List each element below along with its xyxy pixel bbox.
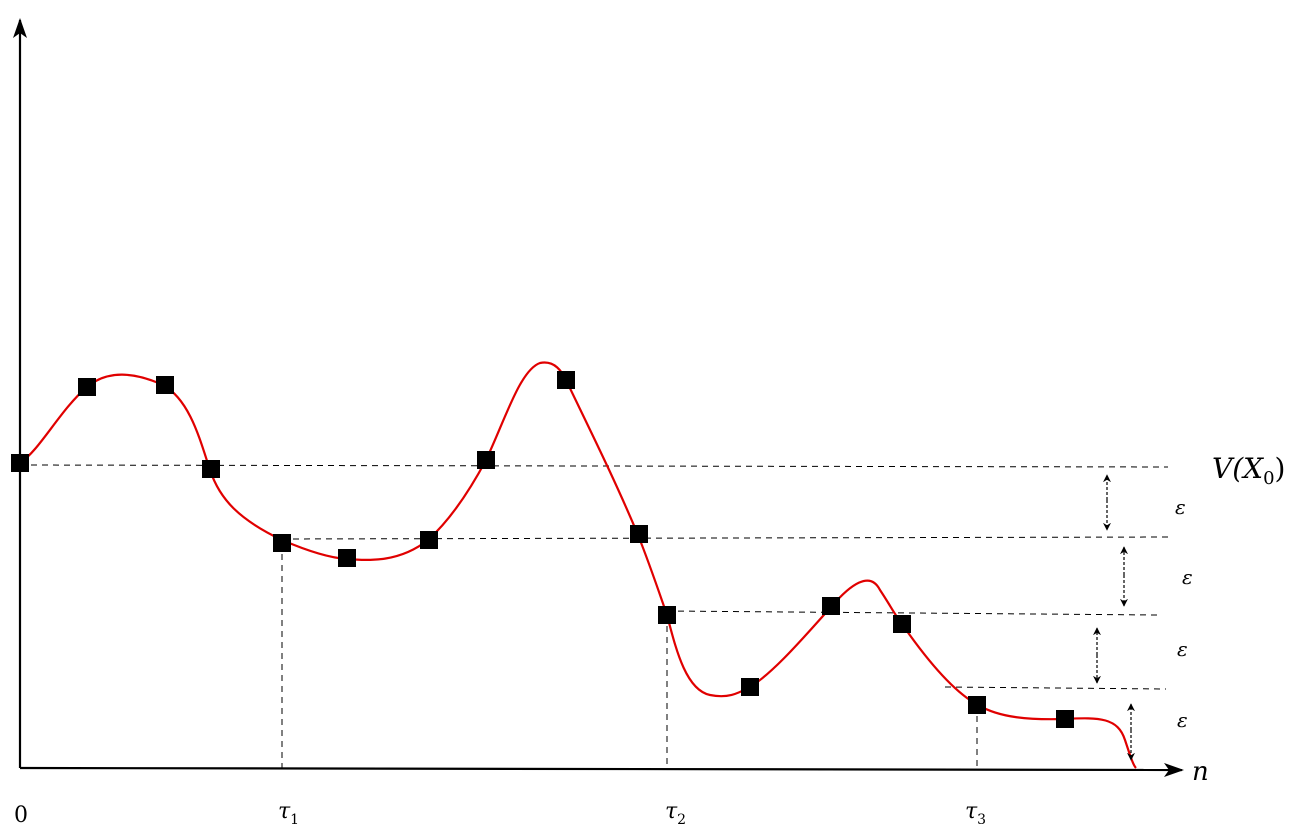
- level-line-1: [281, 536, 1169, 540]
- tau-label-2: τ2: [665, 799, 686, 828]
- tau-label-3: τ3: [965, 799, 986, 828]
- marker: [156, 376, 174, 394]
- level-label-close: ): [1275, 452, 1286, 485]
- tau-sub: 3: [977, 812, 986, 828]
- marker: [202, 460, 220, 478]
- level-label-sub: 0: [1263, 468, 1274, 489]
- level-line-3: [944, 686, 1167, 690]
- marker: [1056, 710, 1074, 728]
- level-lines: [19, 464, 1169, 690]
- marker: [11, 454, 29, 472]
- tau-symbol: τ: [278, 799, 291, 824]
- marker: [893, 615, 911, 633]
- origin-label: 0: [14, 803, 28, 828]
- epsilon-label-3: ε: [1177, 637, 1188, 661]
- level-label-main: V(X: [1212, 452, 1264, 485]
- level-line-v0: [19, 464, 1169, 468]
- tau-symbol: τ: [965, 799, 978, 824]
- epsilon-label-4: ε: [1177, 708, 1188, 732]
- marker: [822, 597, 840, 615]
- marker: [557, 371, 575, 389]
- marker: [741, 678, 759, 696]
- epsilon-arrows: [1093, 474, 1135, 761]
- x-axis-label: n: [1192, 757, 1209, 787]
- markers: [11, 371, 1074, 728]
- level-line-2: [666, 610, 1159, 616]
- epsilon-label-2: ε: [1182, 565, 1193, 589]
- marker: [273, 534, 291, 552]
- level-label: V(X0): [1212, 452, 1285, 489]
- tau-label-1: τ1: [278, 799, 299, 828]
- marker: [658, 606, 676, 624]
- tau-sub: 2: [677, 812, 686, 828]
- marker: [78, 378, 96, 396]
- marker: [477, 451, 495, 469]
- x-axis: [19, 762, 1184, 777]
- marker: [420, 531, 438, 549]
- marker: [338, 549, 356, 567]
- tau-sub: 1: [290, 812, 299, 828]
- tau-symbol: τ: [665, 799, 678, 824]
- tau-guides: [281, 543, 978, 768]
- epsilon-label-1: ε: [1175, 495, 1186, 519]
- marker: [630, 525, 648, 543]
- marker: [968, 696, 986, 714]
